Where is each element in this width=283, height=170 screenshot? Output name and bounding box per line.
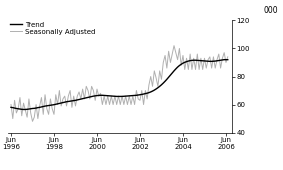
- Trend: [61, 101, 65, 104]
- Seasonally Adjusted: [172, 45, 176, 47]
- Seasonally Adjusted: [129, 104, 133, 106]
- Trend: [226, 59, 230, 61]
- Seasonally Adjusted: [31, 120, 34, 122]
- Text: 000: 000: [264, 6, 278, 15]
- Seasonally Adjusted: [9, 104, 13, 106]
- Trend: [222, 59, 226, 61]
- Trend: [212, 60, 215, 62]
- Seasonally Adjusted: [61, 98, 65, 100]
- Trend: [81, 98, 84, 100]
- Legend: Trend, Seasonally Adjusted: Trend, Seasonally Adjusted: [10, 22, 96, 35]
- Seasonally Adjusted: [213, 67, 217, 69]
- Seasonally Adjusted: [226, 56, 230, 58]
- Seasonally Adjusted: [81, 88, 84, 90]
- Trend: [129, 95, 133, 97]
- Seasonally Adjusted: [222, 52, 226, 54]
- Trend: [149, 91, 153, 93]
- Trend: [221, 59, 224, 61]
- Line: Trend: Trend: [11, 60, 228, 109]
- Line: Seasonally Adjusted: Seasonally Adjusted: [11, 46, 228, 121]
- Trend: [22, 108, 25, 111]
- Trend: [9, 106, 13, 108]
- Seasonally Adjusted: [149, 75, 153, 78]
